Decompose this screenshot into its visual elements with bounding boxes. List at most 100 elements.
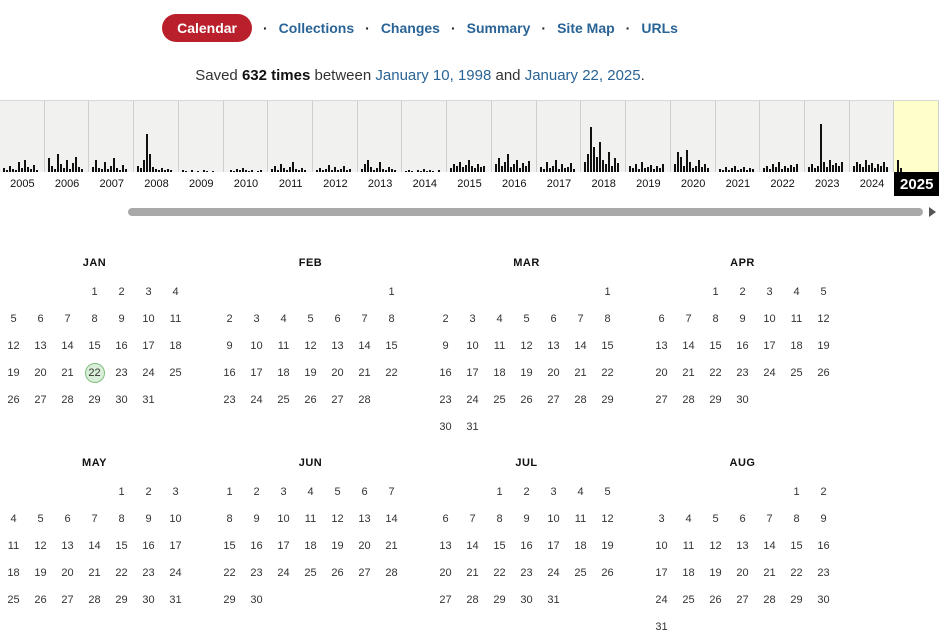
year-label[interactable]: 2013 bbox=[367, 178, 393, 190]
timeline-year-column[interactable]: 2021 bbox=[715, 100, 761, 196]
capture-day[interactable]: 22 bbox=[84, 362, 105, 383]
timeline-year-column[interactable]: 2008 bbox=[134, 100, 179, 196]
year-label[interactable]: 2023 bbox=[815, 178, 840, 190]
timeline-year-column[interactable]: 2012 bbox=[313, 100, 358, 196]
day-number: 15 bbox=[88, 339, 101, 352]
day-cell: 2 bbox=[810, 478, 837, 505]
day-cell bbox=[513, 278, 540, 305]
day-cell: 21 bbox=[54, 359, 81, 386]
year-label[interactable]: 2022 bbox=[770, 178, 795, 190]
day-number: 28 bbox=[682, 393, 695, 406]
year-sparkline-bars bbox=[223, 100, 269, 172]
timeline-year-column[interactable]: 2016 bbox=[491, 100, 537, 196]
day-cell bbox=[324, 278, 351, 305]
day-cell: 31 bbox=[135, 386, 162, 413]
day-number: 2 bbox=[253, 485, 260, 498]
day-cell: 5 bbox=[324, 478, 351, 505]
year-label[interactable]: 2009 bbox=[188, 178, 214, 190]
year-label[interactable]: 2024 bbox=[859, 178, 885, 190]
timeline-year-column[interactable]: 2015 bbox=[447, 100, 492, 196]
day-number: 30 bbox=[736, 393, 749, 406]
timeline-year-column[interactable]: 2019 bbox=[626, 100, 671, 196]
day-number: 3 bbox=[280, 485, 287, 498]
tab-urls[interactable]: URLs bbox=[641, 20, 678, 36]
sparkline-bar bbox=[775, 167, 778, 172]
last-capture-date-link[interactable]: January 22, 2025 bbox=[524, 67, 641, 84]
day-number: 13 bbox=[34, 339, 47, 352]
year-label[interactable]: 2010 bbox=[233, 178, 259, 190]
day-number: 25 bbox=[682, 593, 695, 606]
timeline-year-column[interactable]: 2023 bbox=[804, 100, 850, 196]
day-cell: 28 bbox=[756, 586, 783, 613]
timeline-year-column[interactable]: 2014 bbox=[402, 100, 448, 196]
day-number: 12 bbox=[520, 339, 533, 352]
scrollbar-thumb[interactable] bbox=[128, 208, 923, 216]
day-number: 7 bbox=[685, 312, 692, 325]
timeline-year-column[interactable]: 2013 bbox=[357, 100, 403, 196]
timeline-year-column[interactable]: 2011 bbox=[268, 100, 314, 196]
week-row: 6 7 8 9 10 11 12 bbox=[648, 305, 837, 332]
day-cell: 5 bbox=[702, 505, 729, 532]
timeline-year-column[interactable]: 2009 bbox=[178, 100, 224, 196]
selected-year-label[interactable]: 2025 bbox=[894, 172, 939, 196]
timeline-year-column[interactable]: 2024 bbox=[849, 100, 895, 196]
tab-calendar[interactable]: Calendar bbox=[162, 14, 252, 42]
year-sparkline-bars bbox=[715, 100, 761, 172]
year-label[interactable]: 2008 bbox=[144, 178, 169, 190]
day-number: 1 bbox=[496, 485, 503, 498]
day-number: 3 bbox=[766, 285, 773, 298]
sparkline-bar bbox=[563, 168, 566, 172]
day-cell: 23 bbox=[810, 559, 837, 586]
year-label[interactable]: 2020 bbox=[680, 178, 706, 190]
timeline-year-column[interactable]: 2017 bbox=[536, 100, 582, 196]
day-number: 3 bbox=[658, 512, 665, 525]
sparkline-bar bbox=[164, 170, 167, 172]
first-capture-date-link[interactable]: January 10, 1998 bbox=[375, 67, 492, 84]
day-number: 2 bbox=[118, 285, 125, 298]
day-cell: 10 bbox=[648, 532, 675, 559]
day-cell: 12 bbox=[594, 505, 621, 532]
tab-collections[interactable]: Collections bbox=[278, 20, 355, 36]
timeline-year-column[interactable]: 2025 bbox=[894, 100, 939, 196]
timeline-year-column[interactable]: 2007 bbox=[89, 100, 135, 196]
timeline-year-column[interactable]: 2010 bbox=[223, 100, 269, 196]
day-cell: 17 bbox=[756, 332, 783, 359]
year-label[interactable]: 2012 bbox=[323, 178, 348, 190]
year-label[interactable]: 2017 bbox=[546, 178, 572, 190]
day-number: 15 bbox=[385, 339, 398, 352]
day-cell: 17 bbox=[135, 332, 162, 359]
year-label[interactable]: 2015 bbox=[457, 178, 482, 190]
month-may: MAY 1 2 3 4 5 6 7 8 9 10 11 12 13 14 15 16 17 18 19 20 21 22 23… bbox=[0, 448, 189, 630]
day-cell: 21 bbox=[567, 359, 594, 386]
day-number: 29 bbox=[115, 593, 128, 606]
tab-summary[interactable]: Summary bbox=[466, 20, 531, 36]
year-label[interactable]: 2011 bbox=[278, 178, 303, 190]
year-label[interactable]: 2016 bbox=[502, 178, 527, 190]
day-cell bbox=[567, 413, 594, 440]
day-cell: 18 bbox=[270, 359, 297, 386]
timeline-year-column[interactable]: 2022 bbox=[760, 100, 805, 196]
scroll-right-icon[interactable] bbox=[929, 207, 936, 217]
year-label[interactable]: 2005 bbox=[10, 178, 35, 190]
day-cell: 8 bbox=[702, 305, 729, 332]
day-cell: 23 bbox=[513, 559, 540, 586]
sparkline-bar bbox=[506, 154, 509, 172]
tab-changes[interactable]: Changes bbox=[380, 20, 440, 36]
year-label[interactable]: 2014 bbox=[412, 178, 438, 190]
year-label[interactable]: 2018 bbox=[591, 178, 616, 190]
year-label[interactable]: 2021 bbox=[725, 178, 751, 190]
timeline-year-column[interactable]: 2018 bbox=[581, 100, 627, 196]
sparkline-bar bbox=[819, 124, 822, 172]
tab-site-map[interactable]: Site Map bbox=[557, 20, 615, 36]
timeline-year-column[interactable]: 2006 bbox=[44, 100, 90, 196]
sparkline-bar bbox=[375, 168, 378, 172]
year-label[interactable]: 2006 bbox=[54, 178, 80, 190]
day-cell: 4 bbox=[783, 278, 810, 305]
timeline-year-column[interactable]: 2005 bbox=[0, 100, 45, 196]
sparkline-bar bbox=[721, 170, 724, 172]
day-cell: 23 bbox=[216, 386, 243, 413]
day-cell bbox=[810, 386, 837, 413]
year-label[interactable]: 2007 bbox=[99, 178, 125, 190]
year-label[interactable]: 2019 bbox=[636, 178, 661, 190]
timeline-year-column[interactable]: 2020 bbox=[670, 100, 716, 196]
